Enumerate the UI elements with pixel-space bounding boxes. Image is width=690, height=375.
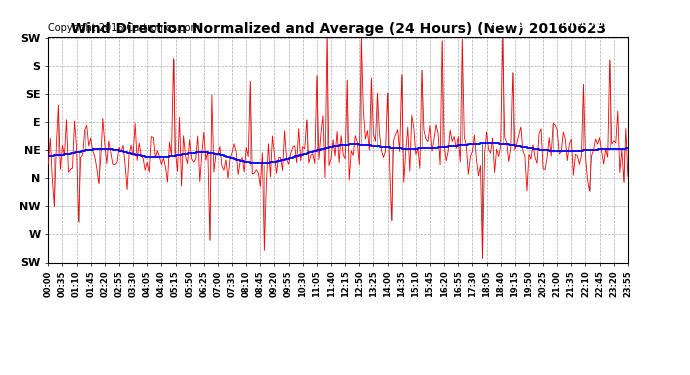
Text: Copyright 2016 Cartronics.com: Copyright 2016 Cartronics.com — [48, 23, 200, 33]
Text: Direction: Direction — [560, 19, 607, 28]
Text: Average: Average — [490, 19, 531, 28]
Title: Wind Direction Normalized and Average (24 Hours) (New) 20160623: Wind Direction Normalized and Average (2… — [70, 22, 606, 36]
